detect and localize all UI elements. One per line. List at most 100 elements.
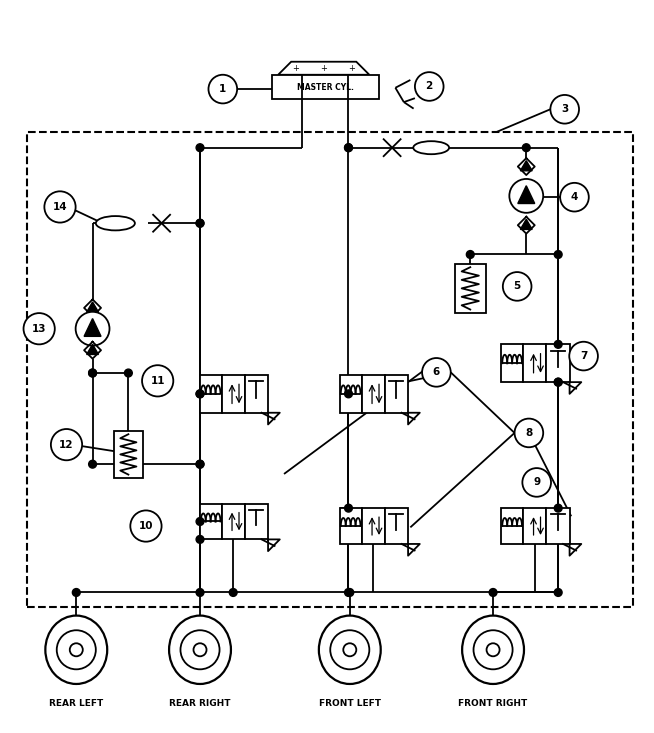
Circle shape [489,589,497,597]
Circle shape [487,644,500,656]
Circle shape [196,460,204,468]
Bar [546,345,570,382]
Polygon shape [278,62,370,75]
Bar [546,508,570,544]
Bar [222,504,245,539]
Circle shape [130,510,162,542]
Circle shape [523,468,551,497]
Bar [362,375,385,413]
Polygon shape [268,539,280,551]
Polygon shape [521,161,532,171]
Circle shape [346,589,354,597]
Bar [27,132,633,608]
Text: 11: 11 [150,376,165,386]
Circle shape [345,144,353,152]
Circle shape [343,644,356,656]
Circle shape [560,183,589,212]
Bar [455,264,486,313]
Circle shape [124,369,132,377]
Polygon shape [408,413,420,424]
Text: 1: 1 [219,84,226,94]
Ellipse shape [462,616,524,684]
Circle shape [503,272,532,301]
Bar [245,375,268,413]
Text: 12: 12 [60,440,74,449]
Text: 7: 7 [580,351,587,361]
Bar [271,75,379,100]
Text: 13: 13 [32,324,46,334]
Circle shape [555,378,562,386]
Bar [501,345,523,382]
Circle shape [196,460,204,468]
Circle shape [57,630,96,669]
Bar [245,504,268,539]
Circle shape [196,219,204,227]
Circle shape [569,342,598,370]
Polygon shape [521,219,532,229]
Bar [114,431,143,478]
Ellipse shape [96,216,135,230]
Ellipse shape [45,616,107,684]
Text: FRONT LEFT: FRONT LEFT [318,699,381,707]
Bar [501,508,523,544]
Circle shape [24,313,55,345]
Circle shape [209,75,237,103]
Text: 5: 5 [513,281,521,292]
Polygon shape [570,544,581,556]
Circle shape [523,144,530,152]
Circle shape [345,504,353,512]
Circle shape [73,589,80,597]
Circle shape [196,219,204,227]
Circle shape [555,251,562,259]
Circle shape [345,390,353,398]
Bar [222,375,245,413]
Bar [339,508,362,544]
Text: 4: 4 [571,192,578,202]
Bar [385,375,408,413]
Text: 10: 10 [139,521,153,531]
Bar [199,375,222,413]
Bar [385,508,408,544]
Circle shape [76,312,109,346]
Text: 9: 9 [533,477,540,487]
Circle shape [44,191,76,223]
Circle shape [330,630,370,669]
Bar [362,508,385,544]
Circle shape [181,630,220,669]
Circle shape [466,251,474,259]
Circle shape [196,517,204,526]
Circle shape [345,144,353,152]
Circle shape [89,369,97,377]
Polygon shape [570,382,581,394]
Polygon shape [86,302,99,312]
Circle shape [89,460,97,468]
Circle shape [555,504,562,512]
Polygon shape [84,319,101,336]
Bar [523,508,546,544]
Bar [523,345,546,382]
Circle shape [194,644,207,656]
Ellipse shape [319,616,381,684]
Circle shape [70,644,83,656]
Text: 2: 2 [426,81,433,92]
Circle shape [196,589,204,597]
Circle shape [196,390,204,398]
Circle shape [196,144,204,152]
Circle shape [515,419,543,447]
Text: 14: 14 [53,202,67,212]
Text: 8: 8 [525,428,532,438]
Circle shape [473,630,513,669]
Polygon shape [86,345,99,355]
Circle shape [422,358,451,387]
Polygon shape [408,544,420,556]
Ellipse shape [413,141,449,154]
Text: 3: 3 [561,104,568,114]
Bar [199,504,222,539]
Circle shape [230,589,237,597]
Polygon shape [268,413,280,424]
Text: REAR LEFT: REAR LEFT [49,699,103,707]
Circle shape [509,179,543,213]
Circle shape [89,369,97,377]
Circle shape [555,589,562,597]
Circle shape [551,95,579,124]
